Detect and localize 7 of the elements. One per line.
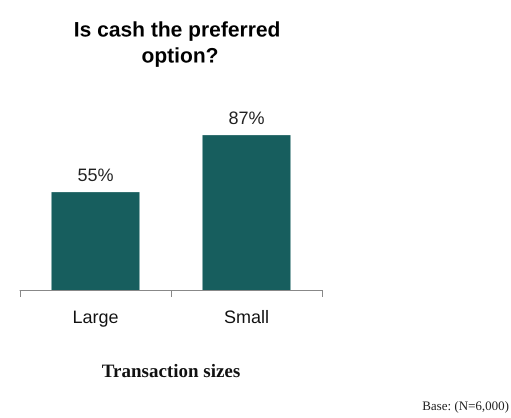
text: Base: (N=6,000)	[422, 398, 510, 413]
data-label: 87%	[228, 108, 265, 128]
x-tick-label: Large	[72, 307, 119, 327]
x-axis-title: Transaction sizes	[102, 361, 240, 382]
chart-title: Is cash the preferred option?	[74, 18, 286, 68]
data-label: 55%	[77, 165, 114, 186]
x-tick-label: Small	[224, 307, 270, 327]
